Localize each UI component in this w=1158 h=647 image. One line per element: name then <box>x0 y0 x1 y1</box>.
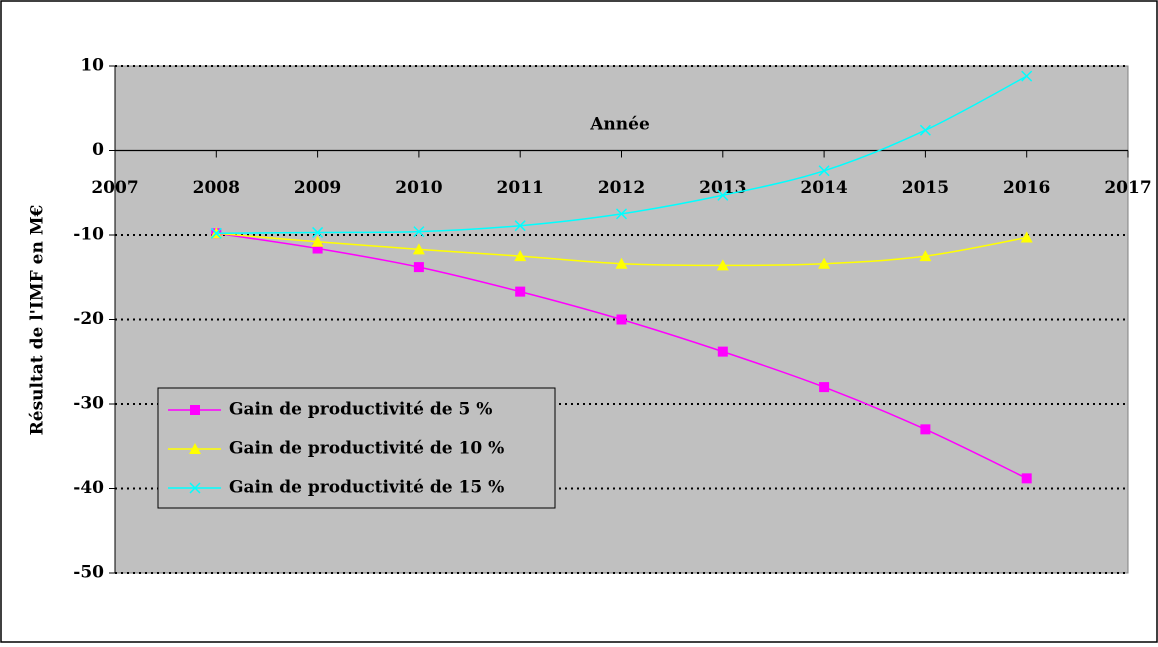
x-tick-label: 2016 <box>1003 178 1050 198</box>
marker <box>616 314 627 325</box>
legend-box <box>157 387 556 509</box>
marker <box>818 165 830 177</box>
x-tick-label: 2014 <box>800 178 847 198</box>
y-tick-label: -30 <box>73 394 104 414</box>
marker <box>1021 473 1032 484</box>
y-tick-label: 10 <box>80 56 104 76</box>
x-tick-label: 2017 <box>1104 178 1151 198</box>
marker <box>210 227 222 239</box>
x-tick-label: 2012 <box>598 178 645 198</box>
x-tick-label: 2009 <box>294 178 341 198</box>
marker <box>919 124 931 136</box>
marker <box>615 208 628 220</box>
marker <box>413 262 424 273</box>
x-tick-label: 2015 <box>902 178 949 198</box>
y-tick-label: -50 <box>73 563 104 583</box>
marker <box>615 257 628 269</box>
y-tick-label: 0 <box>92 140 104 160</box>
marker <box>919 250 932 262</box>
marker <box>717 189 729 201</box>
y-tick-label: -10 <box>73 225 104 245</box>
x-tick-label: 2007 <box>91 178 138 198</box>
x-tick-label: 2008 <box>193 178 240 198</box>
marker <box>413 226 425 238</box>
marker <box>312 226 324 238</box>
marker <box>190 405 200 415</box>
marker <box>514 250 527 262</box>
marker <box>1020 231 1033 243</box>
y-axis-title: Résultat de l'IMF en M€ <box>28 204 48 435</box>
legend-label: Gain de productivité de 10 % <box>229 439 504 459</box>
marker <box>515 286 526 297</box>
marker <box>819 382 830 393</box>
marker <box>716 259 729 271</box>
x-tick-label: 2010 <box>395 178 442 198</box>
legend-label: Gain de productivité de 15 % <box>229 478 504 498</box>
marker <box>189 443 201 454</box>
marker <box>412 243 425 255</box>
marker <box>311 235 324 247</box>
marker <box>717 346 728 357</box>
legend: Gain de productivité de 5 % Gain de produ… <box>157 387 556 509</box>
marker <box>514 220 526 232</box>
marker <box>1021 70 1033 82</box>
x-axis-title: Année <box>589 115 650 135</box>
y-tick-label: -40 <box>73 478 104 498</box>
marker <box>818 257 831 269</box>
x-tick-label: 2011 <box>497 178 544 198</box>
marker <box>312 243 323 254</box>
legend-label: Gain de productivité de 5 % <box>229 400 492 420</box>
y-tick-label: -20 <box>73 309 104 329</box>
marker <box>920 424 931 435</box>
marker <box>189 482 201 494</box>
